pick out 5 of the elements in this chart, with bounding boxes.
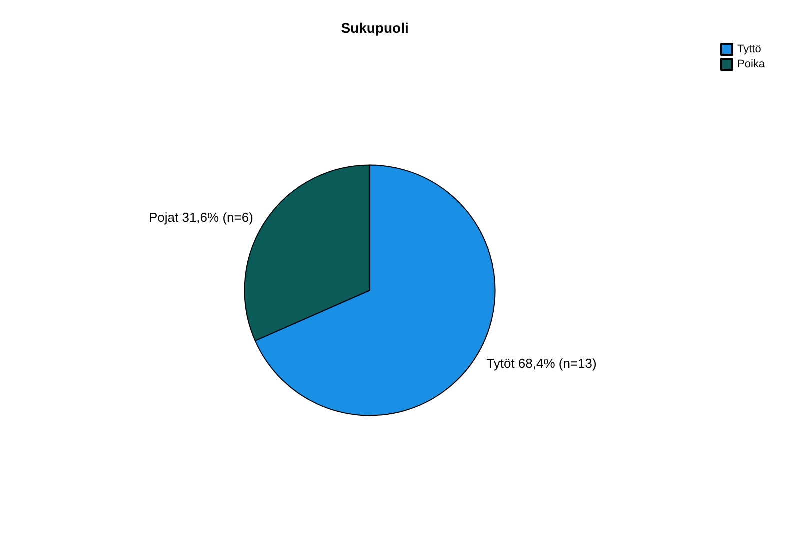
data-label: Tytöt 68,4% (n=13) — [486, 356, 597, 371]
chart-title: Sukupuoli — [341, 20, 409, 36]
data-label: Pojat 31,6% (n=6) — [148, 210, 254, 226]
legend-label: Poika — [737, 58, 766, 70]
legend-label: Tyttö — [737, 44, 762, 56]
